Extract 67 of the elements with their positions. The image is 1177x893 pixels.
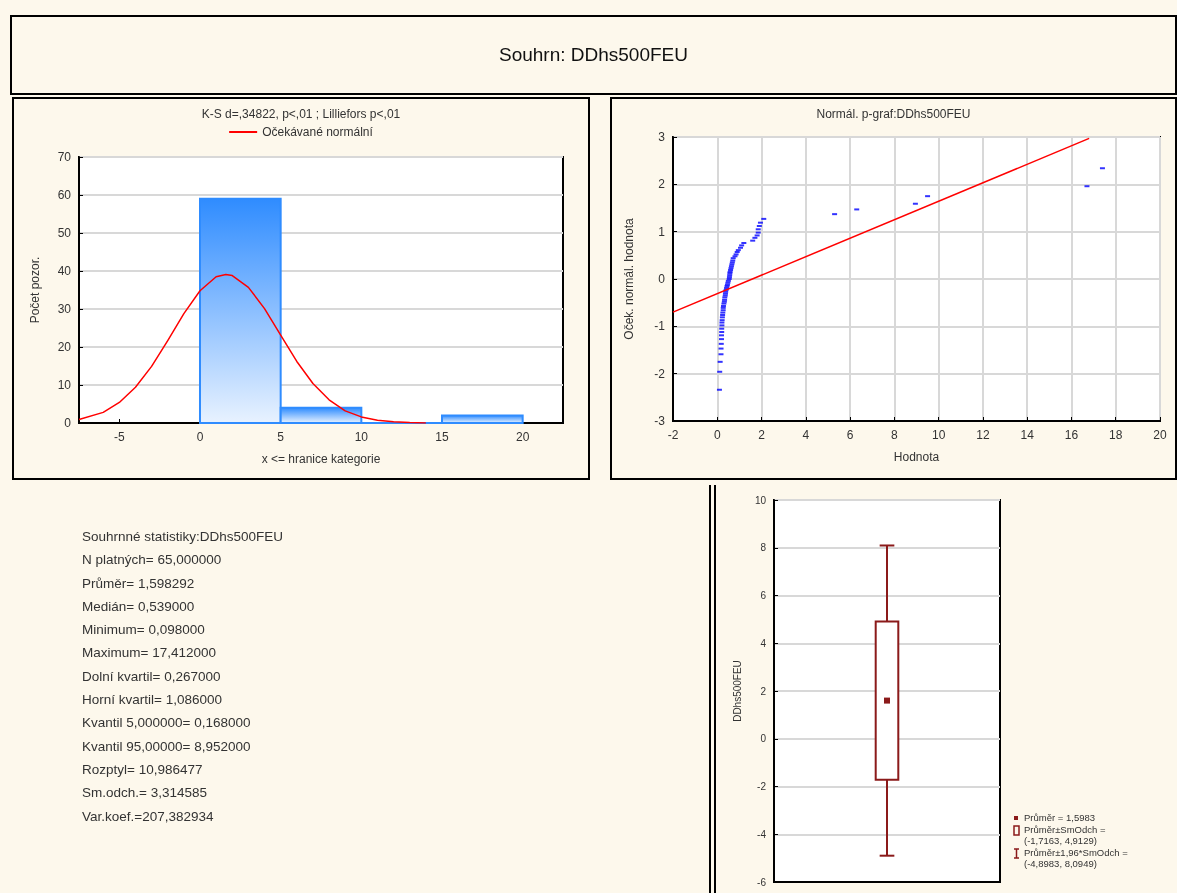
x-tick-label: 12 bbox=[976, 428, 990, 442]
y-tick-label: 60 bbox=[57, 188, 72, 202]
x-tick-label: 6 bbox=[846, 428, 854, 442]
y-tick-label: 30 bbox=[57, 302, 72, 316]
x-tick-label: 20 bbox=[515, 430, 530, 444]
x-tick-label: -5 bbox=[114, 430, 125, 444]
y-axis-title: Počet pozor. bbox=[28, 256, 42, 324]
y-tick-label: 4 bbox=[760, 637, 767, 649]
x-axis-title: Hodnota bbox=[893, 450, 940, 464]
text: Průměr±SmOdch = (-1,7163, 4,9129) bbox=[1024, 824, 1107, 846]
text: Kvantil 95,00000= 8,952000 bbox=[82, 737, 252, 756]
y-tick-label: 0 bbox=[658, 272, 666, 286]
legend-label: Očekávané normální bbox=[262, 125, 374, 139]
y-tick-label: 10 bbox=[754, 494, 767, 506]
x-axis-title: x <= hranice kategorie bbox=[261, 452, 381, 466]
text: Dolní kvartil= 0,267000 bbox=[82, 667, 222, 686]
x-tick-label: 20 bbox=[1153, 428, 1167, 442]
text: Minimum= 0,098000 bbox=[82, 621, 206, 640]
y-tick-label: 8 bbox=[760, 542, 767, 554]
y-tick-label: 6 bbox=[760, 590, 767, 601]
y-tick-label: -2 bbox=[654, 366, 666, 381]
y-tick-label: 70 bbox=[57, 150, 72, 164]
y-tick-label: -6 bbox=[757, 876, 767, 888]
text: Horní kvartil= 1,086000 bbox=[82, 691, 223, 710]
x-tick-label: 0 bbox=[196, 430, 204, 444]
y-tick-label: 3 bbox=[658, 130, 666, 144]
x-tick-label: 10 bbox=[354, 430, 369, 444]
text: Kvantil 5,000000= 0,168000 bbox=[82, 714, 252, 733]
text: Var.koef.=207,382934 bbox=[82, 807, 215, 826]
x-tick-label: 0 bbox=[713, 428, 721, 442]
y-tick-label: -3 bbox=[654, 414, 666, 428]
x-tick-label: 14 bbox=[1020, 428, 1035, 442]
y-tick-label: 0 bbox=[64, 416, 72, 430]
y-tick-label: 1 bbox=[658, 224, 666, 239]
y-tick-label: -2 bbox=[757, 781, 767, 792]
chart-title: K-S d=,34822, p<,01 ; Lilliefors p<,01 bbox=[201, 107, 401, 121]
y-tick-label: 0 bbox=[760, 733, 767, 745]
text: Souhrnné statistiky:DDhs500FEU bbox=[82, 528, 285, 546]
y-tick-label: 2 bbox=[760, 685, 767, 697]
x-tick-label: 8 bbox=[891, 428, 899, 442]
x-tick-label: 4 bbox=[802, 428, 810, 442]
x-tick-label: -2 bbox=[667, 428, 679, 442]
text: Souhrn: DDhs500FEU bbox=[498, 44, 689, 66]
x-tick-label: 18 bbox=[1109, 428, 1123, 442]
x-tick-label: 5 bbox=[277, 430, 285, 444]
text: Průměr±1,96*SmOdch = (-4,8983, 8,0949) bbox=[1024, 847, 1129, 869]
y-tick-label: 2 bbox=[658, 177, 666, 192]
y-axis-title: DDhs500FEU bbox=[731, 660, 743, 722]
text: Medián= 0,539000 bbox=[82, 597, 196, 616]
text: N platných= 65,000000 bbox=[82, 551, 223, 570]
text: Rozptyl= 10,986477 bbox=[82, 760, 204, 779]
text: Maximum= 17,412000 bbox=[82, 644, 217, 663]
line-series bbox=[78, 273, 427, 424]
text: Sm.odch.= 3,314585 bbox=[82, 784, 208, 803]
y-tick-label: -4 bbox=[757, 828, 767, 840]
text: Průměr= 1,598292 bbox=[82, 574, 196, 593]
text: Průměr = 1,5983 bbox=[1024, 812, 1097, 823]
y-tick-label: 40 bbox=[57, 264, 72, 278]
y-tick-label: -1 bbox=[654, 319, 666, 334]
x-tick-label: 10 bbox=[931, 428, 946, 442]
y-tick-label: 20 bbox=[57, 340, 72, 354]
y-axis-title: Oček. normál. hodnota bbox=[622, 217, 636, 340]
chart-title: Normál. p-graf:DDhs500FEU bbox=[816, 107, 971, 121]
x-tick-label: 15 bbox=[435, 430, 449, 444]
x-tick-label: 16 bbox=[1064, 428, 1079, 442]
y-tick-label: 50 bbox=[57, 226, 72, 240]
y-tick-label: 10 bbox=[57, 378, 72, 392]
